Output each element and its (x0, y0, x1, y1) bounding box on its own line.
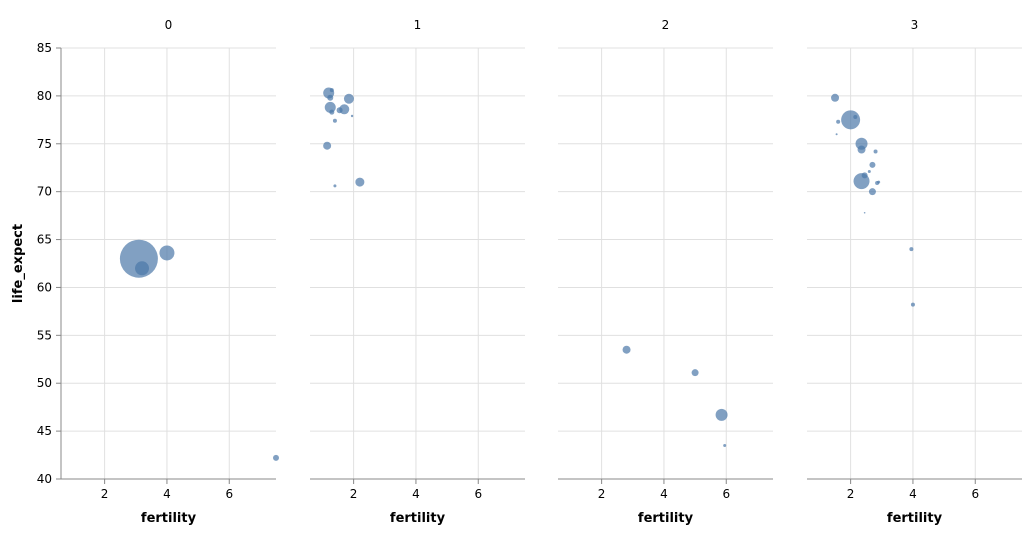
y-tick-label: 45 (37, 424, 52, 438)
y-tick-label: 60 (37, 280, 52, 294)
x-tick-label: 6 (225, 487, 233, 501)
x-tick-label: 4 (412, 487, 420, 501)
scatter-point (273, 454, 279, 461)
x-axis-title: fertility (638, 511, 694, 526)
scatter-point (715, 408, 728, 421)
facet-title: 2 (662, 18, 670, 32)
x-axis-title: fertility (141, 511, 197, 526)
x-tick-label: 2 (101, 487, 109, 501)
x-tick-label: 6 (474, 487, 482, 501)
scatter-point (323, 141, 332, 150)
scatter-point (873, 149, 878, 154)
x-tick-label: 4 (909, 487, 917, 501)
scatter-point (853, 114, 858, 119)
scatter-point (861, 172, 868, 179)
y-tick-label: 80 (37, 89, 52, 103)
scatter-point (327, 94, 334, 101)
scatter-point (691, 369, 699, 377)
scatter-point (333, 184, 337, 188)
scatter-point (159, 245, 175, 261)
y-tick-label: 65 (37, 233, 52, 247)
scatter-point (909, 247, 914, 252)
x-tick-label: 2 (847, 487, 855, 501)
scatter-point (343, 93, 354, 104)
scatter-point (135, 261, 150, 276)
scatter-point (863, 211, 866, 214)
x-axis-title: fertility (390, 511, 446, 526)
scatter-point (355, 177, 365, 187)
x-tick-label: 6 (971, 487, 979, 501)
scatter-point (350, 114, 354, 118)
y-tick-label: 70 (37, 185, 52, 199)
scatter-point (841, 110, 861, 130)
scatter-point (336, 107, 343, 114)
x-tick-label: 2 (350, 487, 358, 501)
scatter-point (332, 118, 337, 123)
scatter-point (910, 302, 915, 307)
x-tick-label: 4 (163, 487, 171, 501)
facet-title: 3 (911, 18, 919, 32)
x-tick-label: 4 (660, 487, 668, 501)
scatter-point (857, 145, 866, 154)
scatter-point (868, 188, 876, 196)
scatter-point (723, 443, 727, 447)
scatter-point (836, 119, 841, 124)
scatter-point (329, 109, 335, 115)
scatter-point (622, 345, 631, 354)
scatter-point (329, 88, 334, 93)
scatter-point (877, 180, 881, 184)
scatter-point (855, 137, 868, 150)
x-tick-label: 2 (598, 487, 606, 501)
y-tick-label: 85 (37, 41, 52, 55)
facet-title: 0 (165, 18, 173, 32)
scatter-point (835, 133, 838, 136)
scatter-point (869, 161, 876, 168)
x-axis-title: fertility (887, 511, 943, 526)
scatter-point (867, 170, 871, 174)
y-tick-label: 50 (37, 376, 52, 390)
y-tick-label: 40 (37, 472, 52, 486)
y-axis-title: life_expect (11, 224, 26, 303)
scatter-point (831, 93, 840, 102)
y-tick-label: 75 (37, 137, 52, 151)
y-tick-label: 55 (37, 328, 52, 342)
facet-title: 1 (414, 18, 422, 32)
x-tick-label: 6 (722, 487, 730, 501)
